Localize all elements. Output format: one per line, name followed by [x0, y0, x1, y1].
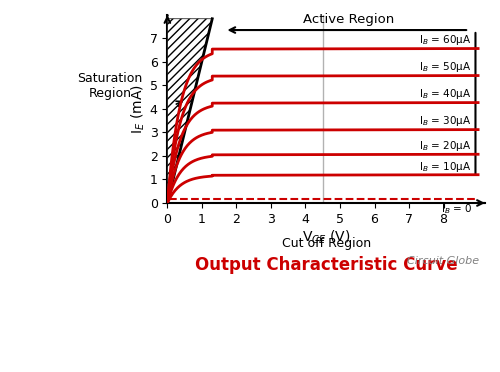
Text: I$_B$ = 30μA: I$_B$ = 30μA — [418, 115, 471, 128]
Text: I$_B$ = 50μA: I$_B$ = 50μA — [418, 60, 471, 74]
Text: Active Region: Active Region — [303, 13, 394, 26]
Text: I$_B$ = 60μA: I$_B$ = 60μA — [418, 33, 471, 47]
Text: I$_B$ = 10μA: I$_B$ = 10μA — [418, 160, 471, 174]
Text: Output Characteristic Curve: Output Characteristic Curve — [195, 256, 458, 274]
Y-axis label: I$_E$ (mA): I$_E$ (mA) — [130, 84, 147, 134]
Text: I$_B$ = 0: I$_B$ = 0 — [442, 202, 473, 216]
Text: Cut off Region: Cut off Region — [282, 237, 371, 250]
Text: Circuit Globe: Circuit Globe — [406, 256, 478, 266]
Text: Saturation
Region: Saturation Region — [78, 73, 143, 100]
Text: I$_B$ = 40μA: I$_B$ = 40μA — [418, 87, 471, 102]
Polygon shape — [168, 19, 212, 203]
Text: I$_B$ = 20μA: I$_B$ = 20μA — [418, 139, 471, 153]
X-axis label: V$_{CE}$ (V): V$_{CE}$ (V) — [302, 228, 350, 246]
